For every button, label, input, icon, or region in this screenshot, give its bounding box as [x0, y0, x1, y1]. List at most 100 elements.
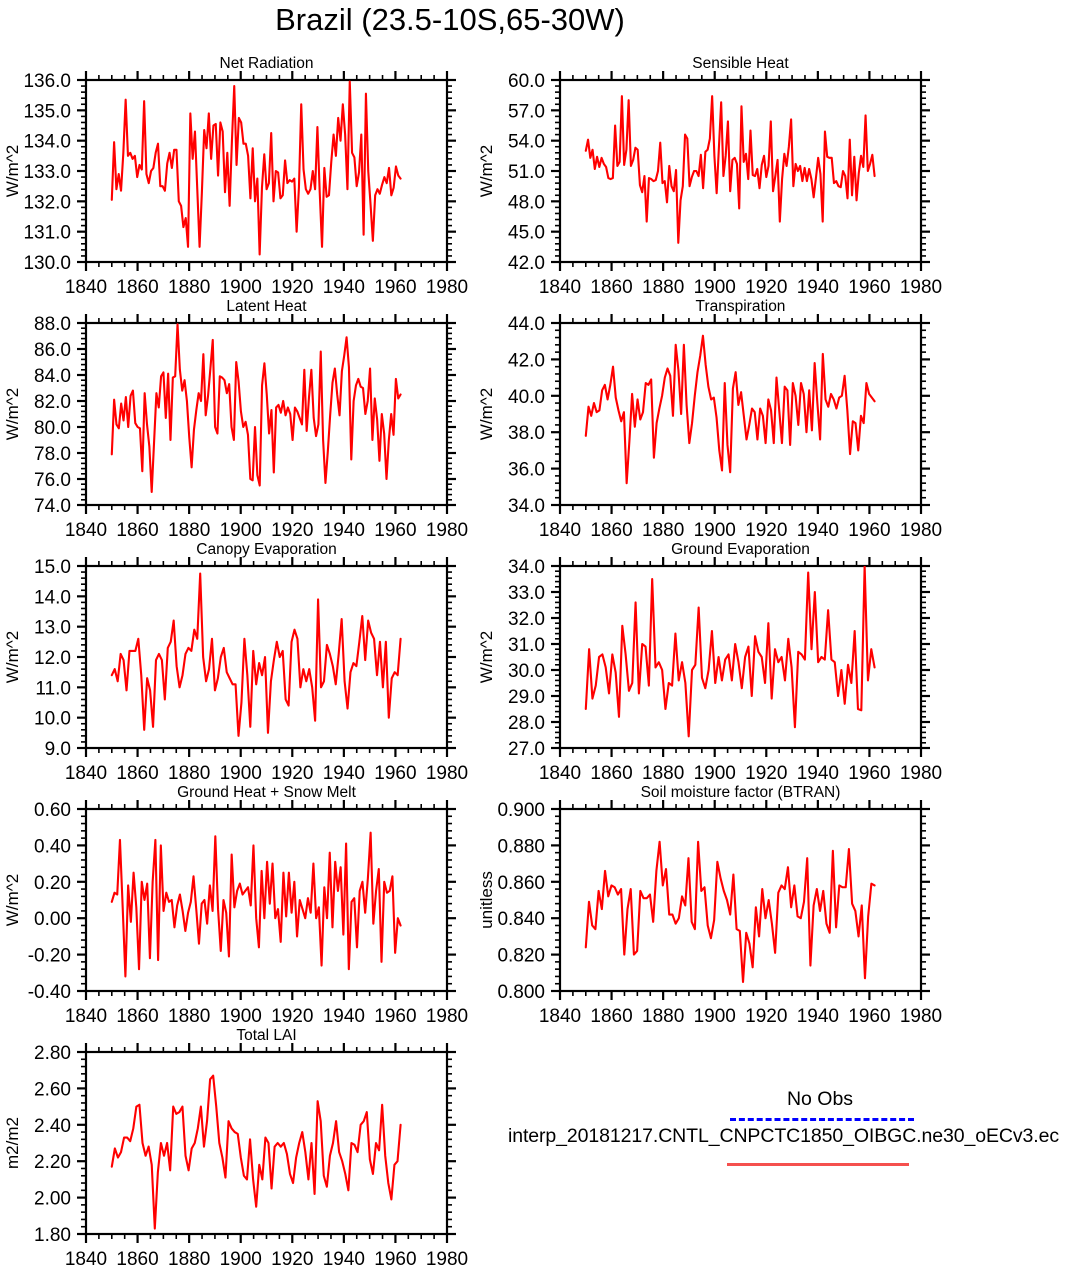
series-line-model [110, 1074, 402, 1230]
y-axis-label: m2/m2 [3, 1117, 22, 1169]
x-tick-label: 1960 [848, 520, 890, 541]
x-tick-label: 1880 [168, 1249, 210, 1270]
y-tick-label: 34.0 [508, 496, 545, 517]
x-tick-label: 1880 [168, 1006, 210, 1027]
y-tick-label: 30.0 [508, 661, 545, 682]
y-tick-label: 57.0 [508, 101, 545, 122]
x-tick-label: 1940 [323, 520, 365, 541]
series-line-model [584, 566, 876, 738]
x-tick-label: 1980 [900, 277, 942, 298]
x-tick-label: 1900 [694, 520, 736, 541]
series-line-model [584, 95, 876, 244]
y-tick-label: 44.0 [508, 314, 545, 335]
y-tick-label: 32.0 [508, 609, 545, 630]
x-tick-label: 1840 [539, 763, 581, 784]
plot-frame [558, 321, 923, 507]
x-tick-label: 1840 [539, 277, 581, 298]
x-tick-label: 1900 [220, 1249, 262, 1270]
x-tick-label: 1900 [220, 763, 262, 784]
chart-panel-8: Soil moisture factor (BTRAN) unitless 1840… [474, 777, 943, 1037]
x-tick-label: 1880 [168, 520, 210, 541]
x-tick-label: 1960 [374, 277, 416, 298]
y-tick-label: 135.0 [23, 101, 71, 122]
x-tick-label: 1980 [900, 1006, 942, 1027]
chart-panel-2: Sensible Heat W/m^2 1840 1860 1880 1900 1920 19… [474, 48, 943, 308]
x-tick-label: 1920 [745, 520, 787, 541]
y-tick-label: 11.0 [35, 678, 71, 699]
legend-obs-line [730, 1118, 914, 1121]
y-tick-label: 13.0 [34, 618, 71, 639]
x-tick-label: 1840 [65, 277, 107, 298]
x-tick-label: 1860 [116, 1249, 158, 1270]
x-tick-label: 1900 [220, 277, 262, 298]
y-tick-label: 76.0 [34, 470, 71, 491]
x-tick-label: 1860 [590, 520, 632, 541]
x-tick-label: 1880 [642, 1006, 684, 1027]
panel-title: Sensible Heat [692, 55, 789, 72]
y-tick-label: 10.0 [34, 709, 71, 730]
y-tick-label: 29.0 [508, 687, 545, 708]
plot-frame [84, 321, 449, 507]
x-tick-label: 1880 [642, 520, 684, 541]
page-title: Brazil (23.5-10S,65-30W) [275, 2, 625, 37]
panel-title: Ground Evaporation [671, 541, 810, 558]
x-tick-label: 1840 [65, 763, 107, 784]
y-tick-label: 31.0 [508, 635, 545, 656]
y-tick-label: 0.40 [34, 836, 71, 857]
x-tick-label: 1900 [694, 277, 736, 298]
y-axis-label: W/m^2 [3, 874, 22, 926]
x-tick-label: 1920 [745, 277, 787, 298]
y-tick-label: 0.20 [34, 873, 71, 894]
chart-panel-7: Ground Heat + Snow Melt W/m^2 1840 1860 1880… [0, 777, 469, 1037]
plot-frame [84, 78, 449, 264]
y-tick-label: 33.0 [508, 583, 545, 604]
y-tick-label: 0.800 [497, 982, 545, 1003]
legend: No Obs [0, 1080, 1083, 1200]
y-tick-label: 27.0 [508, 739, 545, 760]
x-tick-label: 1940 [797, 1006, 839, 1027]
y-axis-label: W/m^2 [3, 631, 22, 683]
series-line-model [584, 840, 876, 983]
y-tick-label: 1.80 [34, 1225, 71, 1246]
x-tick-label: 1840 [65, 520, 107, 541]
x-tick-label: 1840 [65, 1249, 107, 1270]
x-tick-label: 1940 [323, 1249, 365, 1270]
y-tick-label: 0.900 [497, 800, 545, 821]
y-tick-label: 132.0 [23, 192, 71, 213]
y-tick-label: -0.20 [28, 946, 71, 967]
series-line-model [110, 323, 402, 494]
panel-title: Net Radiation [220, 55, 314, 72]
y-tick-label: 74.0 [34, 496, 71, 517]
x-tick-label: 1980 [900, 520, 942, 541]
y-tick-label: 51.0 [508, 162, 545, 183]
panel-title: Latent Heat [226, 298, 307, 315]
series-line-model [584, 334, 876, 485]
y-tick-label: 2.80 [34, 1043, 71, 1064]
x-tick-label: 1980 [900, 763, 942, 784]
series-line-model [110, 572, 402, 737]
x-tick-label: 1920 [271, 763, 313, 784]
x-tick-label: 1900 [220, 1006, 262, 1027]
y-tick-label: 36.0 [508, 460, 545, 481]
x-tick-label: 1840 [539, 1006, 581, 1027]
x-tick-label: 1960 [848, 277, 890, 298]
chart-panel-1: Net Radiation W/m^2 1840 1860 1880 1900 1920 19… [0, 48, 469, 308]
x-tick-label: 1980 [426, 520, 468, 541]
y-tick-label: 2.60 [34, 1079, 71, 1100]
y-tick-label: 28.0 [508, 713, 545, 734]
y-tick-label: 86.0 [34, 340, 71, 361]
legend-model-label: interp_20181217.CNTL_CNPCTC1850_OIBGC.ne… [508, 1125, 1059, 1147]
chart-panel-4: Transpiration W/m^2 1840 1860 1880 1900 1920 19… [474, 291, 943, 551]
y-tick-label: 15.0 [34, 557, 71, 578]
x-tick-label: 1860 [116, 763, 158, 784]
y-tick-label: 88.0 [34, 314, 71, 335]
x-tick-label: 1940 [797, 763, 839, 784]
chart-panel-3: Latent Heat W/m^2 1840 1860 1880 1900 1920 1940… [0, 291, 469, 551]
series-line-model [110, 80, 402, 256]
y-axis-label: W/m^2 [477, 388, 496, 440]
x-tick-label: 1940 [797, 277, 839, 298]
x-tick-label: 1840 [539, 520, 581, 541]
y-tick-label: 136.0 [23, 71, 71, 92]
x-tick-label: 1960 [374, 1006, 416, 1027]
y-tick-label: 133.0 [23, 162, 71, 183]
